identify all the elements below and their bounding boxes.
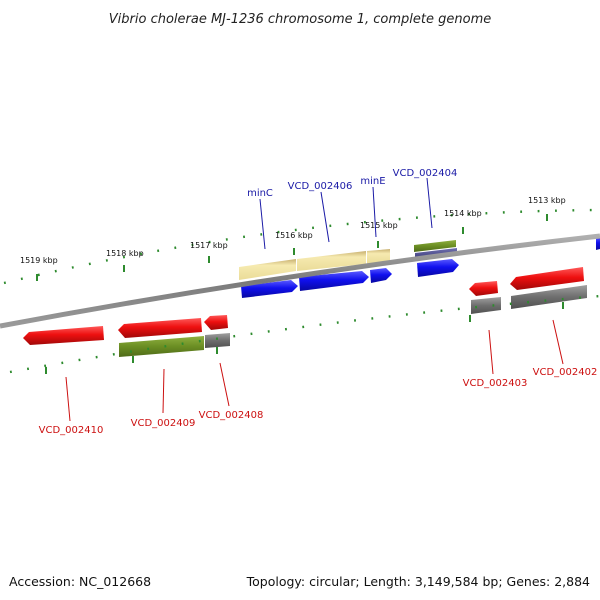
accession-text: Accession: NC_012668 xyxy=(9,574,151,589)
gene-label-VCD-002406[interactable]: VCD_002406 xyxy=(288,181,353,192)
scale-labels: 1519 kbp 1518 kbp 1517 kbp 1516 kbp 1515… xyxy=(20,196,566,265)
gene-feature-VCD-002402[interactable] xyxy=(511,285,587,309)
reverse-labels: VCD_002410 VCD_002409 VCD_002408 VCD_002… xyxy=(39,319,598,436)
leader-line xyxy=(219,362,230,407)
cds-arrow-VCD-002410[interactable] xyxy=(23,326,104,345)
tick-label: 1519 kbp xyxy=(20,256,58,265)
leader-line xyxy=(426,177,433,229)
tick-label: 1516 kbp xyxy=(275,231,313,240)
map-title: Vibrio cholerae MJ-1236 chromosome 1, co… xyxy=(109,12,491,27)
tick-label: 1514 kbp xyxy=(444,209,482,218)
cds-arrow-VCD-002409[interactable] xyxy=(118,318,202,338)
tick-label: 1517 kbp xyxy=(190,241,228,250)
leader-line xyxy=(320,191,330,243)
cds-arrow-VCD-002403[interactable] xyxy=(469,281,498,296)
cds-arrow-VCD-002402[interactable] xyxy=(510,267,584,290)
genome-summary-text: Topology: circular; Length: 3,149,584 bp… xyxy=(246,574,590,589)
leader-line xyxy=(259,198,266,250)
leader-line xyxy=(162,368,165,414)
gene-feature-VCD-002403[interactable] xyxy=(471,297,501,314)
tick-label: 1515 kbp xyxy=(360,221,398,230)
gene-feature-VCD-002408[interactable] xyxy=(205,333,230,348)
leader-line xyxy=(65,376,71,422)
inner-tick-track xyxy=(9,294,600,374)
gene-label-minC[interactable]: minC xyxy=(247,188,273,199)
chromosome-backbone xyxy=(0,233,600,329)
cds-arrow-VCD-002406[interactable] xyxy=(299,271,369,291)
gene-label-minE[interactable]: minE xyxy=(360,176,385,187)
cds-arrow-VCD-002408[interactable] xyxy=(204,315,228,330)
outer-tick-track xyxy=(3,208,600,285)
reverse-cds-track xyxy=(23,267,584,345)
leader-line xyxy=(372,186,377,238)
gene-feature-minE[interactable] xyxy=(367,249,390,264)
gene-label-VCD-002408[interactable]: VCD_002408 xyxy=(199,410,264,421)
gene-label-VCD-002409[interactable]: VCD_002409 xyxy=(131,418,196,429)
cds-arrow-minE[interactable] xyxy=(370,268,392,283)
inner-tick-dots xyxy=(9,294,600,374)
gene-feature-VCD-002404-green[interactable] xyxy=(414,240,456,252)
cds-arrow-VCD-002404[interactable] xyxy=(417,259,459,277)
tick-label: 1513 kbp xyxy=(528,196,566,205)
reverse-gene-track xyxy=(119,285,587,357)
gene-label-VCD-002402[interactable]: VCD_002402 xyxy=(533,367,598,378)
gene-feature-VCD-002409[interactable] xyxy=(119,336,204,357)
gene-feature-VCD-002406[interactable] xyxy=(297,251,366,271)
tick-label: 1518 kbp xyxy=(106,249,144,258)
forward-labels: minC VCD_002406 minE VCD_002404 xyxy=(247,168,458,250)
leader-line xyxy=(552,319,564,365)
cds-arrow-edge[interactable] xyxy=(596,237,600,250)
gene-feature-minC[interactable] xyxy=(239,259,296,280)
gene-label-VCD-002403[interactable]: VCD_002403 xyxy=(463,378,528,389)
gene-label-VCD-002410[interactable]: VCD_002410 xyxy=(39,425,104,436)
leader-line xyxy=(488,329,494,375)
gene-label-VCD-002404[interactable]: VCD_002404 xyxy=(393,168,458,179)
